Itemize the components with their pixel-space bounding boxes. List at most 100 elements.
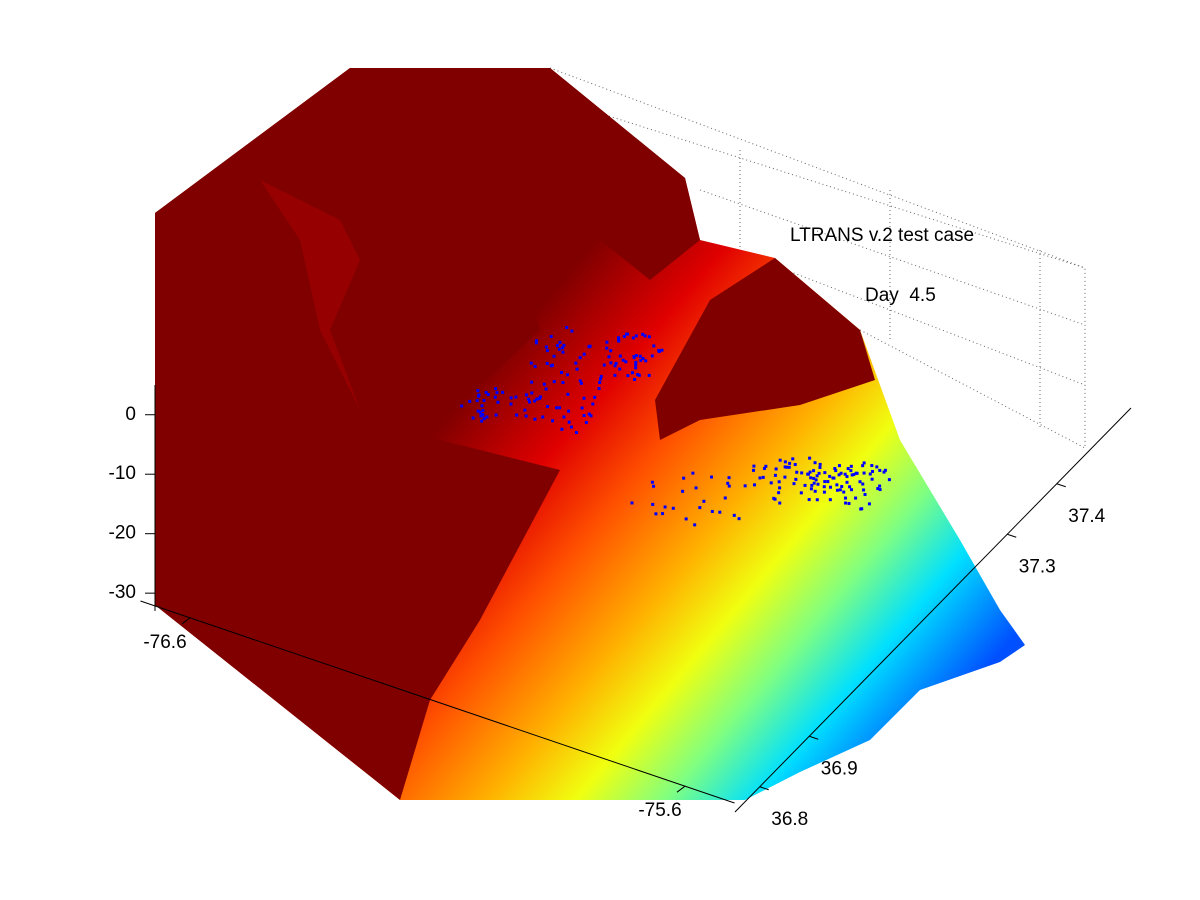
particle [593, 395, 597, 399]
particle [861, 482, 865, 486]
particle [475, 399, 479, 403]
particle [800, 471, 804, 475]
particle [486, 392, 490, 396]
particle [584, 420, 588, 424]
particle [849, 469, 853, 473]
particle [710, 509, 714, 513]
particle [837, 464, 841, 468]
particle [634, 366, 638, 370]
particle [561, 381, 565, 385]
particle [791, 457, 795, 461]
particle [626, 374, 630, 378]
particle [795, 470, 799, 474]
particle [847, 502, 851, 506]
particle [777, 491, 781, 495]
particle [641, 332, 645, 336]
particle [567, 409, 571, 413]
particle [875, 465, 879, 469]
particle [482, 417, 486, 421]
particle [644, 359, 648, 363]
particle [621, 358, 625, 362]
particle [850, 473, 854, 477]
particle [523, 408, 527, 412]
particle [846, 467, 850, 471]
particle [657, 349, 661, 353]
particle [534, 339, 538, 343]
particle [660, 348, 664, 352]
particle [605, 346, 609, 350]
particle [618, 354, 622, 358]
particle [854, 496, 858, 500]
particle [816, 482, 820, 486]
particle [878, 484, 882, 488]
particle [495, 391, 499, 395]
particle [845, 480, 849, 484]
particle [560, 370, 564, 374]
particle [752, 464, 756, 468]
particle [783, 460, 787, 464]
particle [562, 343, 566, 347]
particle [634, 334, 638, 338]
particle [544, 387, 548, 391]
particle [882, 470, 886, 474]
particle [550, 363, 554, 367]
particle [636, 373, 640, 377]
particle [555, 344, 559, 348]
particle [778, 458, 782, 462]
particle [634, 360, 638, 364]
x-tick [181, 617, 191, 625]
particle [867, 502, 871, 506]
particle [887, 478, 891, 482]
particle [582, 396, 586, 400]
particle [691, 471, 695, 475]
particle [533, 399, 537, 403]
particle [558, 406, 562, 410]
particle [509, 402, 513, 406]
particle [758, 476, 762, 480]
y-axis [734, 407, 1132, 813]
particle [822, 485, 826, 489]
particle [476, 389, 480, 393]
particle [843, 472, 847, 476]
particle [812, 469, 816, 473]
particle [671, 506, 675, 510]
particle [774, 467, 778, 471]
particle [533, 417, 537, 421]
particle [485, 415, 489, 419]
particle [684, 517, 688, 521]
particle [530, 380, 534, 384]
particle [515, 413, 519, 417]
particle [529, 361, 533, 365]
particle [852, 473, 856, 477]
particle [761, 475, 765, 479]
particle [574, 431, 578, 435]
particle [624, 360, 628, 364]
particle [793, 463, 797, 467]
particle [562, 415, 566, 419]
particle [587, 345, 591, 349]
x-tick-label: -76.6 [143, 632, 186, 653]
particle [681, 489, 685, 493]
particle [609, 361, 613, 365]
particle [822, 490, 826, 494]
particle [641, 357, 645, 361]
particle [591, 402, 595, 406]
particle [578, 356, 582, 360]
particle [607, 355, 611, 359]
z-tick-label: 0 [125, 404, 136, 425]
particle [544, 345, 548, 349]
particle [883, 468, 887, 472]
particle [637, 373, 641, 377]
particle [647, 373, 651, 377]
particle [858, 480, 862, 484]
particle [839, 471, 843, 475]
particle [862, 461, 866, 465]
particle [809, 487, 813, 491]
particle [826, 480, 830, 484]
particle [764, 464, 768, 468]
particle [460, 404, 464, 408]
particle [813, 489, 817, 493]
particle [737, 517, 741, 521]
particle [566, 373, 570, 377]
particle [597, 386, 601, 390]
